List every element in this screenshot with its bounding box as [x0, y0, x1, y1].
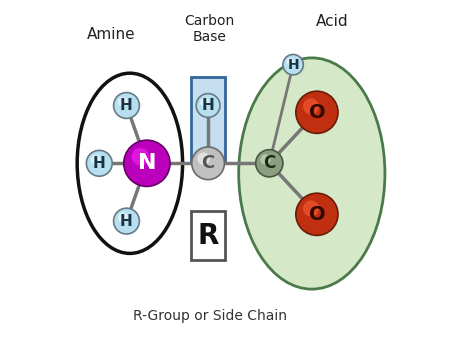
Text: H: H — [120, 214, 133, 229]
Text: N: N — [137, 153, 156, 173]
Text: C: C — [201, 154, 215, 172]
Circle shape — [124, 140, 170, 186]
Circle shape — [114, 208, 139, 234]
Ellipse shape — [239, 58, 385, 289]
Circle shape — [296, 193, 338, 235]
Circle shape — [114, 93, 139, 118]
Circle shape — [192, 147, 224, 180]
Circle shape — [91, 155, 100, 164]
Circle shape — [118, 213, 128, 222]
Circle shape — [197, 153, 210, 165]
Text: C: C — [263, 154, 275, 172]
Circle shape — [255, 150, 283, 177]
Text: R: R — [197, 222, 219, 249]
Circle shape — [132, 148, 149, 166]
Circle shape — [283, 54, 303, 75]
Text: H: H — [120, 98, 133, 113]
Text: O: O — [309, 103, 325, 122]
Circle shape — [296, 91, 338, 133]
Circle shape — [303, 98, 319, 115]
Bar — [191, 77, 225, 162]
Circle shape — [86, 150, 112, 176]
Ellipse shape — [77, 73, 182, 253]
Bar — [191, 211, 225, 260]
Text: O: O — [309, 205, 325, 224]
Circle shape — [200, 98, 210, 107]
Text: Acid: Acid — [316, 14, 348, 29]
Text: Carbon
Base: Carbon Base — [185, 14, 235, 44]
Text: H: H — [202, 98, 214, 113]
Text: R-Group or Side Chain: R-Group or Side Chain — [133, 309, 287, 323]
Circle shape — [196, 94, 220, 117]
Text: Amine: Amine — [87, 27, 136, 42]
Circle shape — [118, 97, 128, 107]
Text: H: H — [287, 58, 299, 72]
Circle shape — [303, 200, 319, 217]
Circle shape — [260, 154, 271, 165]
Circle shape — [286, 58, 294, 66]
Text: H: H — [93, 156, 106, 171]
